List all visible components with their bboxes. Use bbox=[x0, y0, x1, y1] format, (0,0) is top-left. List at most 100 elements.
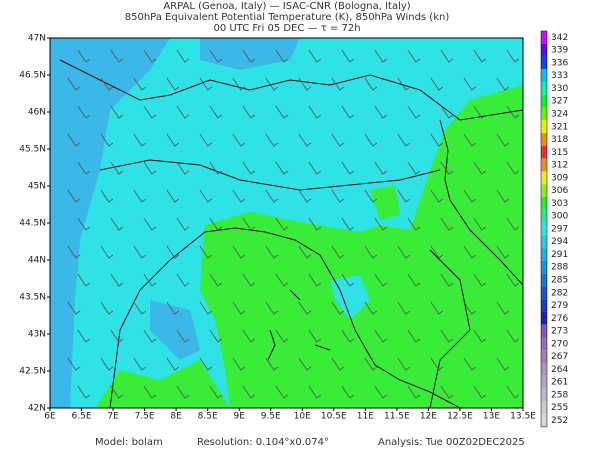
wind-barb bbox=[199, 189, 213, 203]
wind-barb bbox=[440, 329, 454, 343]
wind-barb bbox=[199, 133, 213, 147]
wind-barb bbox=[110, 49, 124, 63]
colorbar-label: 270 bbox=[551, 339, 568, 349]
wind-barb bbox=[308, 217, 322, 231]
wind-barb bbox=[275, 385, 289, 399]
wind-barb bbox=[209, 385, 223, 399]
wind-barb bbox=[331, 245, 345, 259]
x-tick-label: 9.5E bbox=[261, 412, 281, 422]
colorbar-swatch bbox=[541, 197, 547, 210]
colorbar-label: 258 bbox=[551, 390, 568, 400]
colorbar-swatch bbox=[541, 299, 547, 312]
wind-barb bbox=[100, 357, 114, 371]
wind-barb bbox=[265, 133, 279, 147]
y-tick-label: 45N bbox=[28, 182, 46, 192]
wind-barb bbox=[166, 77, 180, 91]
wind-barb bbox=[143, 105, 157, 119]
x-tick-label: 8E bbox=[170, 412, 182, 422]
wind-barb bbox=[463, 189, 477, 203]
wind-barb bbox=[209, 49, 223, 63]
wind-barb bbox=[463, 133, 477, 147]
wind-barb bbox=[430, 189, 444, 203]
wind-barb bbox=[176, 217, 190, 231]
wind-barb bbox=[100, 301, 114, 315]
colorbar-label: 285 bbox=[551, 276, 568, 286]
wind-barb bbox=[176, 161, 190, 175]
colorbar: 342 339 336 333 330 327 324 321 318 315 312 309 306 3… bbox=[540, 30, 568, 428]
wind-barb bbox=[275, 273, 289, 287]
wind-barb bbox=[100, 189, 114, 203]
wind-barb bbox=[232, 77, 246, 91]
footer: Model: bolam Resolution: 0.104°x0.074° A… bbox=[95, 437, 525, 448]
wind-barb bbox=[473, 49, 487, 63]
wind-barb bbox=[199, 77, 213, 91]
wind-barb bbox=[133, 133, 147, 147]
wind-barb bbox=[265, 245, 279, 259]
wind-barb bbox=[133, 77, 147, 91]
y-tick-label: 43.5N bbox=[19, 293, 46, 303]
wind-barb bbox=[341, 385, 355, 399]
wind-barb bbox=[275, 161, 289, 175]
wind-barb bbox=[430, 133, 444, 147]
wind-barb bbox=[397, 357, 411, 371]
wind-barb bbox=[199, 301, 213, 315]
wind-barb bbox=[407, 273, 421, 287]
wind-barb bbox=[364, 301, 378, 315]
wind-barb bbox=[77, 105, 91, 119]
wind-barb bbox=[77, 273, 91, 287]
colorbar-label: 339 bbox=[551, 46, 568, 56]
wind-barb bbox=[298, 77, 312, 91]
wind-barb bbox=[430, 77, 444, 91]
wind-barb bbox=[209, 329, 223, 343]
colorbar-swatch bbox=[541, 273, 547, 287]
wind-barb bbox=[331, 357, 345, 371]
wind-barb bbox=[100, 245, 114, 259]
colorbar-swatch bbox=[541, 145, 547, 159]
colorbar-swatch bbox=[541, 324, 547, 338]
colorbar-swatch bbox=[541, 388, 547, 402]
map-field bbox=[50, 38, 542, 408]
wind-barb bbox=[133, 357, 147, 371]
wind-barb bbox=[176, 385, 190, 399]
wind-barb bbox=[496, 77, 510, 91]
y-axis: 47N 46.5N 46N 45.5N 45N 44.5N 44N 43.5N 43N 42.5N… bbox=[19, 34, 50, 414]
wind-barb bbox=[506, 49, 520, 63]
wind-barb bbox=[77, 49, 91, 63]
colorbar-swatch bbox=[541, 337, 547, 351]
wind-barb bbox=[176, 273, 190, 287]
colorbar-label: 288 bbox=[551, 263, 568, 273]
wind-barb bbox=[298, 301, 312, 315]
x-tick-label: 13E bbox=[483, 412, 500, 422]
wind-barb bbox=[496, 245, 510, 259]
x-tick-label: 12E bbox=[420, 412, 437, 422]
title-line: ARPAL (Genoa, Italy) — ISAC-CNR (Bologna… bbox=[163, 1, 410, 12]
colorbar-label: 327 bbox=[551, 97, 568, 107]
wind-barb bbox=[232, 133, 246, 147]
wind-barb bbox=[463, 77, 477, 91]
wind-barb bbox=[166, 189, 180, 203]
y-tick-label: 44.5N bbox=[19, 219, 46, 229]
colorbar-swatch bbox=[541, 133, 547, 146]
x-tick-label: 8.5E bbox=[198, 412, 218, 422]
wind-barb bbox=[275, 329, 289, 343]
wind-barb bbox=[77, 217, 91, 231]
colorbar-swatch bbox=[541, 158, 547, 172]
wind-barb bbox=[143, 49, 157, 63]
field-blue bbox=[150, 300, 200, 360]
colorbar-swatch bbox=[541, 414, 547, 427]
wind-barb bbox=[473, 161, 487, 175]
wind-barb bbox=[341, 217, 355, 231]
wind-barb bbox=[341, 273, 355, 287]
colorbar-label: 261 bbox=[551, 378, 568, 388]
field-green bbox=[95, 360, 230, 408]
wind-barb bbox=[473, 217, 487, 231]
wind-barb bbox=[67, 357, 81, 371]
wind-barb bbox=[506, 105, 520, 119]
x-tick-label: 6.5E bbox=[72, 412, 92, 422]
wind-barb bbox=[530, 134, 542, 146]
colorbar-label: 279 bbox=[551, 301, 568, 311]
x-tick-label: 11.5E bbox=[384, 412, 410, 422]
wind-barb bbox=[242, 329, 256, 343]
wind-barb bbox=[407, 385, 421, 399]
